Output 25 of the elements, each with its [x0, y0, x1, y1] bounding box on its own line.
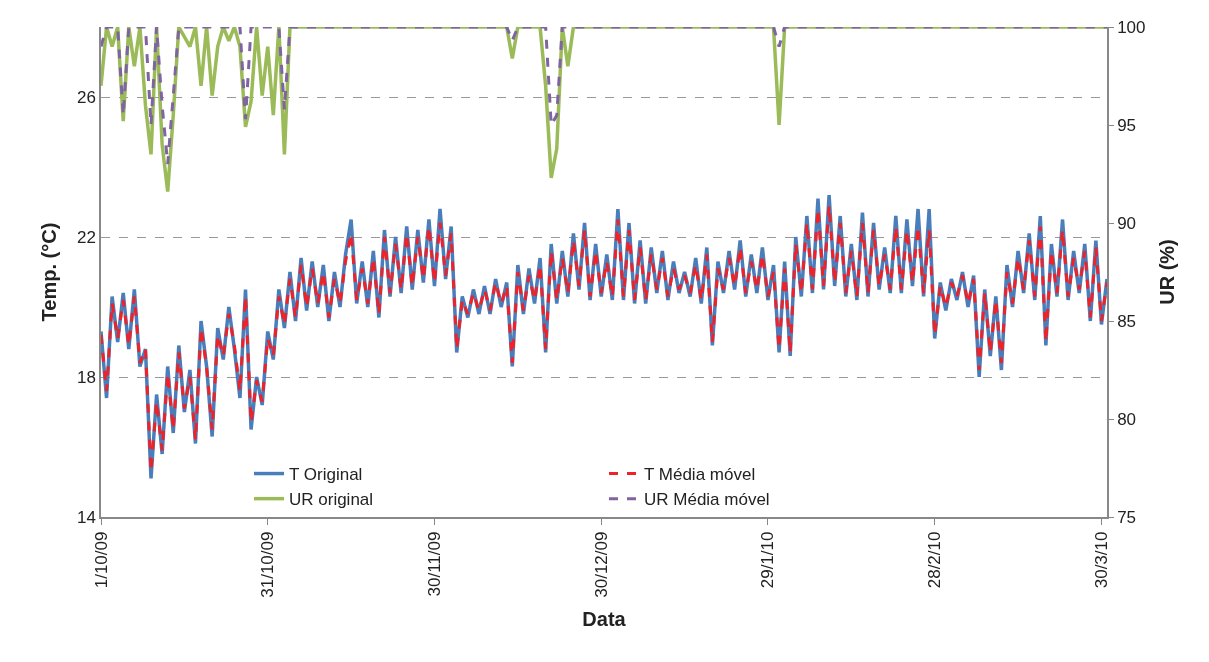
y-tick-label: 18	[76, 367, 96, 387]
legend-label: T Média móvel	[644, 465, 756, 485]
x-tick-label: 29/1/10	[758, 531, 778, 589]
y-tick-label: 22	[76, 227, 96, 247]
y2-tick-label: 75	[1117, 507, 1137, 527]
y2-axis-title: UR (%)	[1155, 239, 1178, 305]
y2-tick-label: 90	[1117, 213, 1137, 233]
x-tick-label: 1/10/09	[91, 531, 111, 589]
x-tick-label: 30/12/09	[591, 531, 611, 598]
x-tick-label: 31/10/09	[258, 531, 278, 598]
y-tick-label: 26	[76, 87, 96, 107]
x-tick-label: 30/3/10	[1091, 531, 1111, 589]
legend-label: UR Média móvel	[644, 490, 770, 510]
y2-tick-label: 80	[1117, 409, 1137, 429]
x-tick-label: 30/11/09	[425, 531, 445, 597]
x-tick-label: 28/2/10	[925, 531, 945, 589]
line-series	[101, 27, 1107, 166]
y2-tick-label: 85	[1117, 311, 1137, 331]
y2-tick-label: 100	[1117, 17, 1146, 37]
y-axis-title: Temp. (°C)	[37, 222, 60, 322]
x-axis-title: Data	[582, 607, 627, 630]
y-tick-label: 14	[76, 507, 96, 527]
y2-tick-label: 95	[1117, 115, 1137, 135]
legend-label: T Original	[289, 465, 363, 485]
legend-label: UR original	[289, 490, 374, 510]
